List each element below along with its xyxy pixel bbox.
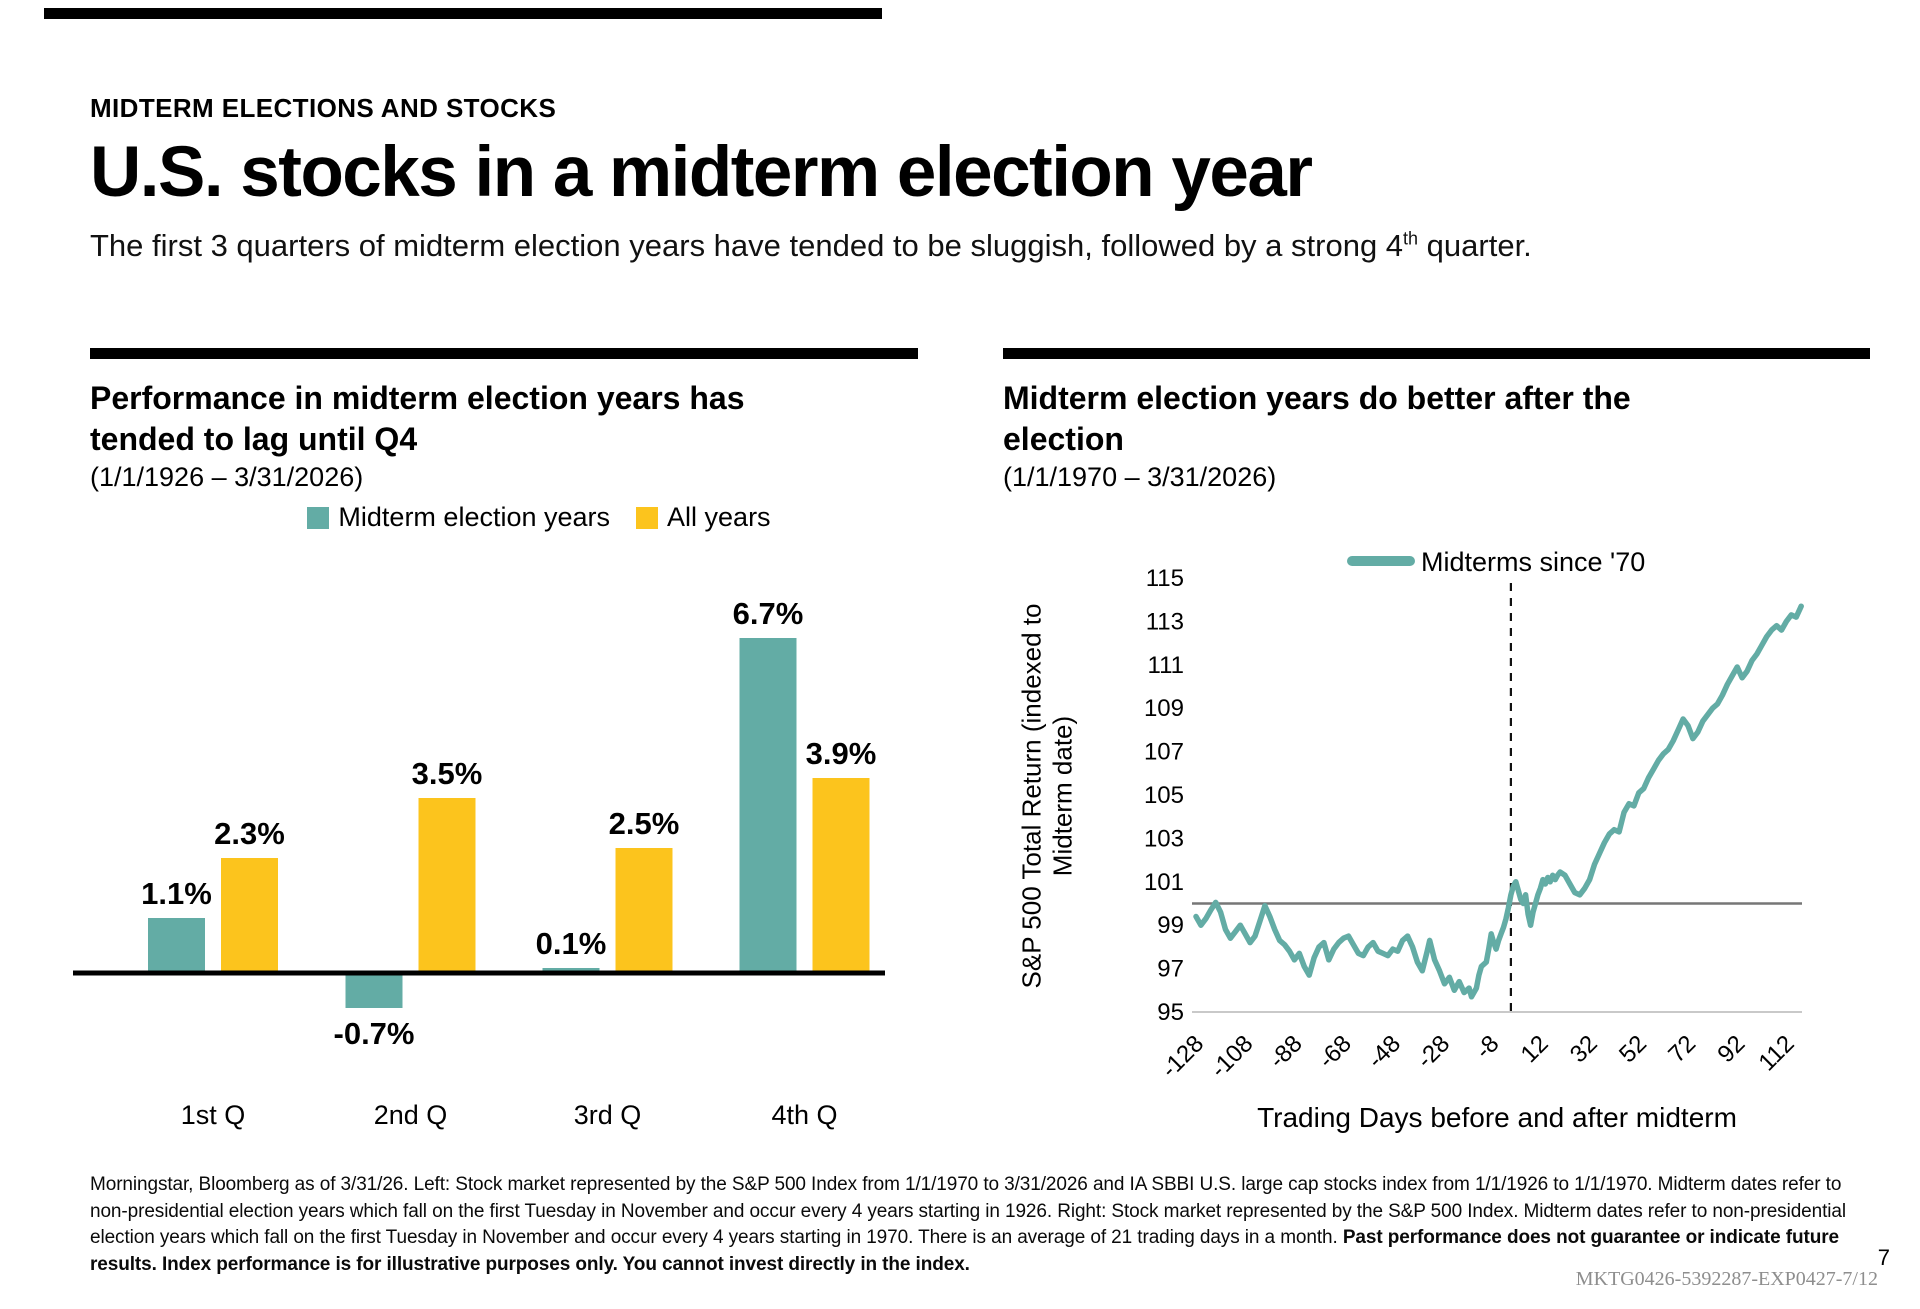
svg-text:-108: -108 [1205,1030,1258,1083]
svg-text:92: 92 [1712,1030,1750,1068]
svg-text:113: 113 [1146,608,1184,635]
left-section-divider [90,348,918,359]
footnote: Morningstar, Bloomberg as of 3/31/26. Le… [90,1172,1855,1278]
legend-label-all-years: All years [667,502,771,532]
subtitle-tail: quarter. [1418,228,1532,263]
svg-text:4th Q: 4th Q [771,1100,837,1130]
page-number: 7 [1877,1245,1890,1270]
svg-text:-48: -48 [1362,1030,1406,1074]
legend-swatch-yellow [636,506,659,529]
svg-text:1.1%: 1.1% [141,876,212,911]
svg-text:103: 103 [1144,825,1184,852]
svg-text:0.1%: 0.1% [536,926,607,961]
right-chart-title: Midterm election years do better after t… [1003,380,1631,457]
svg-text:115: 115 [1146,565,1184,592]
subtitle: The first 3 quarters of midterm election… [90,228,1532,264]
legend-swatch-teal [307,506,330,529]
svg-text:97: 97 [1157,956,1184,983]
svg-text:3.5%: 3.5% [412,756,483,791]
footnote-regular: Morningstar, Bloomberg as of 3/31/26. Le… [90,1174,1846,1249]
legend-item-midterm-years: Midterm election years [307,502,610,533]
svg-text:-128: -128 [1156,1030,1209,1083]
svg-text:52: 52 [1614,1030,1652,1068]
svg-text:-0.7%: -0.7% [334,1016,415,1051]
right-chart-date-range: (1/1/1970 – 3/31/2026) [1003,462,1277,492]
left-chart-title: Performance in midterm election years ha… [90,380,745,457]
svg-text:2.3%: 2.3% [214,816,285,851]
left-chart-date-range: (1/1/1926 – 3/31/2026) [90,462,364,492]
subtitle-text: The first 3 quarters of midterm election… [90,228,1404,263]
svg-text:-8: -8 [1470,1030,1504,1064]
footnote-bold: Past performance does not guarantee or i… [90,1227,1839,1275]
svg-text:2.5%: 2.5% [609,806,680,841]
legend-item-all-years: All years [636,502,771,533]
svg-text:-68: -68 [1313,1030,1357,1074]
svg-text:72: 72 [1663,1030,1701,1068]
svg-text:3.9%: 3.9% [806,736,877,771]
svg-text:111: 111 [1148,652,1184,679]
svg-text:109: 109 [1144,695,1184,722]
legend-label-midterm-years: Midterm election years [338,502,611,532]
svg-text:32: 32 [1565,1030,1603,1068]
svg-text:2nd Q: 2nd Q [374,1100,448,1130]
svg-text:95: 95 [1157,999,1184,1026]
subtitle-superscript: th [1403,228,1419,249]
bar-chart-svg: 1.1% -0.7% 0.1% 6.7% 2.3% 3.5% 2.5% 3.9% 1st Q 2n… [73,596,885,1130]
svg-text:-88: -88 [1264,1030,1308,1074]
svg-text:12: 12 [1516,1030,1554,1068]
kicker: MIDTERM ELECTIONS AND STOCKS [90,93,557,123]
svg-text:6.7%: 6.7% [733,596,804,631]
right-section-divider [1003,348,1870,359]
svg-text:3rd Q: 3rd Q [574,1100,642,1130]
svg-text:Midterms since '70: Midterms since '70 [1421,547,1645,577]
svg-text:101: 101 [1144,869,1184,896]
svg-text:105: 105 [1144,782,1184,809]
svg-text:99: 99 [1157,912,1184,939]
svg-text:112: 112 [1753,1030,1799,1076]
x-axis-title: Trading Days before and after midterm [1257,1102,1737,1133]
svg-text:107: 107 [1144,739,1184,766]
svg-text:1st Q: 1st Q [181,1100,246,1130]
bar-chart-legend: Midterm election years All years [130,502,948,533]
svg-text:-28: -28 [1412,1030,1456,1074]
page-title: U.S. stocks in a midterm election year [90,133,1313,212]
top-accent-bar [44,8,882,19]
document-code: MKTG0426-5392287-EXP0427-7/12 [1575,1268,1878,1290]
